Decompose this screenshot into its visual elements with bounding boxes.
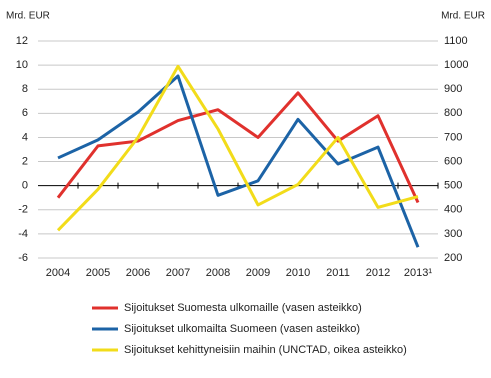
y2-tick-label: 400 (444, 204, 462, 216)
y-axis-unit: Mrd. EUR (6, 11, 50, 22)
y2-tick-label: 1000 (444, 59, 468, 71)
y2-tick-label: 700 (444, 131, 462, 143)
y2-tick-label: 900 (444, 83, 462, 95)
x-tick-label: 2013¹ (404, 267, 432, 279)
series-line (56, 91, 420, 204)
legend-label: Sijoitukset kehittyneisiin maihin (UNCTA… (124, 344, 407, 356)
legend-label: Sijoitukset Suomesta ulkomaille (vasen a… (124, 302, 362, 314)
y-tick-label: 12 (16, 35, 28, 47)
y2-tick-label: 600 (444, 155, 462, 167)
x-tick-label: 2008 (206, 267, 230, 279)
x-tick-label: 2010 (286, 267, 310, 279)
y-tick-label: 6 (22, 107, 28, 119)
x-tick-label: 2004 (46, 267, 70, 279)
series-line (56, 64, 419, 232)
y-tick-label: -2 (18, 204, 28, 216)
y-tick-label: -4 (18, 228, 28, 240)
y-tick-label: -6 (18, 252, 28, 264)
y2-tick-label: 1100 (444, 35, 468, 47)
x-tick-label: 2006 (126, 267, 150, 279)
y-tick-label: 10 (16, 59, 28, 71)
y-tick-label: 0 (22, 180, 28, 192)
y2-tick-label: 300 (444, 228, 462, 240)
series-line (57, 74, 420, 248)
x-tick-label: 2009 (246, 267, 270, 279)
y2-tick-label: 200 (444, 252, 462, 264)
y2-tick-label: 500 (444, 180, 462, 192)
x-tick-label: 2007 (166, 267, 190, 279)
y2-tick-label: 800 (444, 107, 462, 119)
x-tick-label: 2005 (86, 267, 110, 279)
y-tick-label: 2 (22, 155, 28, 167)
legend-label: Sijoitukset ulkomailta Suomeen (vasen as… (124, 323, 360, 335)
y2-axis-unit: Mrd. EUR (441, 11, 485, 22)
x-tick-label: 2012 (366, 267, 390, 279)
x-tick-label: 2011 (326, 267, 350, 279)
y-tick-label: 4 (22, 131, 28, 143)
y-tick-label: 8 (22, 83, 28, 95)
